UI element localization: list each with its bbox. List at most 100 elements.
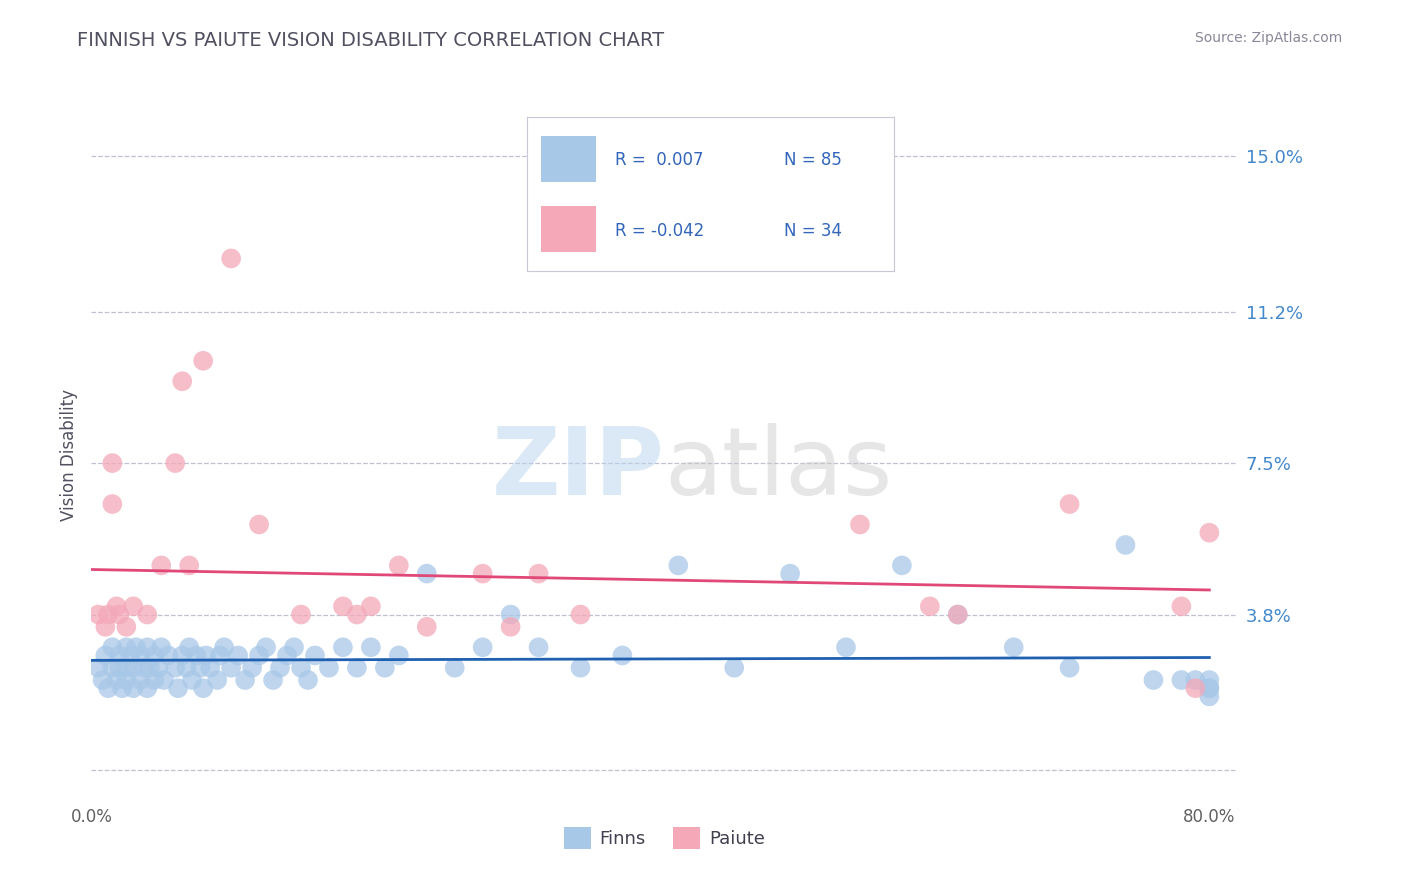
Point (247, 648, 270, 663)
Point (122, 599, 145, 614)
Point (122, 681, 145, 696)
Point (849, 517, 872, 532)
Point (471, 566, 494, 581)
Point (332, 599, 354, 614)
Point (186, 648, 208, 663)
Point (290, 607, 312, 622)
Point (262, 673, 284, 687)
Point (125, 640, 148, 655)
Point (360, 599, 382, 614)
Point (205, 673, 228, 687)
Point (181, 673, 204, 687)
Point (91, 673, 114, 687)
Point (499, 620, 522, 634)
Point (666, 558, 689, 573)
Point (120, 648, 142, 663)
Point (134, 661, 156, 675)
Point (108, 648, 131, 663)
Text: ZIP: ZIP (492, 423, 664, 515)
Text: Source: ZipAtlas.com: Source: ZipAtlas.com (1195, 31, 1343, 45)
Point (1170, 673, 1192, 687)
Point (1059, 661, 1081, 675)
Point (153, 673, 176, 687)
Point (101, 640, 124, 655)
Point (111, 681, 134, 696)
Point (115, 673, 138, 687)
Point (569, 607, 592, 622)
Point (165, 661, 187, 675)
Point (122, 661, 145, 675)
Point (346, 607, 368, 622)
Point (332, 640, 354, 655)
Point (388, 648, 411, 663)
Point (108, 607, 131, 622)
Point (172, 648, 194, 663)
Point (612, 648, 634, 663)
Point (148, 661, 170, 675)
Point (136, 640, 159, 655)
Point (1198, 681, 1220, 696)
Point (254, 640, 277, 655)
Point (108, 661, 131, 675)
Point (1059, 497, 1081, 511)
Point (97, 607, 120, 622)
Point (105, 673, 128, 687)
Point (1184, 673, 1206, 687)
Point (1198, 681, 1220, 696)
Point (1002, 640, 1025, 655)
Point (946, 607, 969, 622)
Point (193, 681, 215, 696)
Point (172, 374, 194, 388)
Point (226, 648, 249, 663)
Point (1198, 690, 1220, 704)
Point (1142, 673, 1164, 687)
Point (101, 661, 124, 675)
Point (143, 648, 166, 663)
Point (276, 648, 298, 663)
Point (269, 661, 291, 675)
Point (176, 661, 198, 675)
Point (165, 456, 187, 470)
Point (233, 673, 256, 687)
Point (1170, 599, 1192, 614)
Point (219, 252, 242, 266)
Point (105, 599, 128, 614)
Point (946, 607, 969, 622)
Point (198, 661, 221, 675)
Point (569, 661, 592, 675)
Point (835, 640, 858, 655)
Point (129, 648, 152, 663)
Point (115, 661, 138, 675)
Point (318, 661, 340, 675)
Y-axis label: Vision Disability: Vision Disability (59, 389, 77, 521)
Point (94, 648, 117, 663)
Point (416, 566, 439, 581)
Point (129, 673, 152, 687)
Point (247, 517, 270, 532)
Point (190, 661, 212, 675)
Point (290, 661, 312, 675)
Text: FINNISH VS PAIUTE VISION DISABILITY CORRELATION CHART: FINNISH VS PAIUTE VISION DISABILITY CORR… (77, 31, 665, 50)
Point (143, 673, 166, 687)
Point (94, 620, 117, 634)
Point (194, 648, 217, 663)
Point (212, 640, 235, 655)
Point (1114, 538, 1136, 552)
Point (297, 673, 319, 687)
Point (527, 566, 550, 581)
Point (443, 661, 465, 675)
Point (723, 661, 745, 675)
Point (101, 497, 124, 511)
Point (167, 681, 190, 696)
Point (471, 640, 494, 655)
Point (360, 640, 382, 655)
Point (1184, 681, 1206, 696)
Point (157, 648, 180, 663)
Point (101, 456, 124, 470)
Legend: Finns, Paiute: Finns, Paiute (557, 820, 772, 856)
Point (150, 558, 173, 573)
Point (374, 661, 396, 675)
Point (779, 566, 801, 581)
Point (179, 558, 201, 573)
Point (499, 607, 522, 622)
